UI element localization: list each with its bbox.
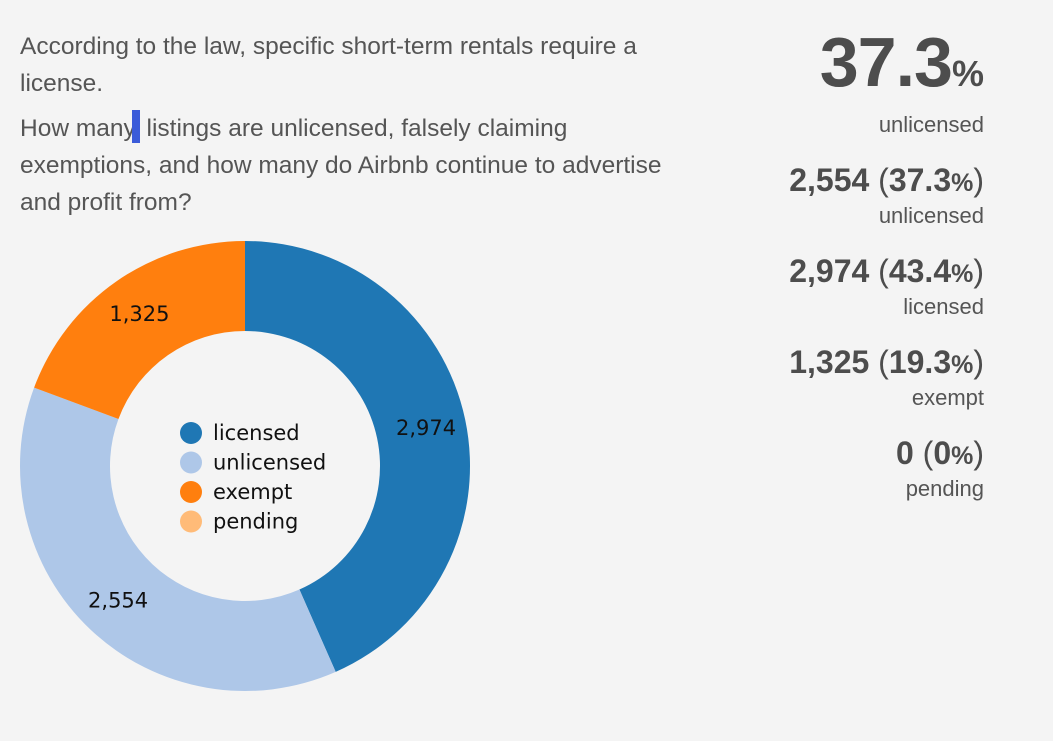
- stat-count: 1,325: [789, 344, 870, 380]
- legend-swatch-pending: [180, 510, 202, 533]
- legend-label-licensed: licensed: [213, 421, 300, 445]
- headline-value: 37.3%: [624, 24, 984, 112]
- donut-slice-unlicensed: [19, 387, 336, 691]
- stat-unit: %: [951, 260, 974, 288]
- headline-label: unlicensed: [878, 112, 984, 137]
- legend-swatch-licensed: [180, 422, 202, 444]
- slice-label-licensed: 2,974: [396, 416, 456, 440]
- stat-unlicensed: 2,554 (37.3%) unlicensed: [624, 160, 984, 229]
- stat-percent: 19.3: [888, 344, 952, 380]
- legend-label-unlicensed: unlicensed: [213, 451, 326, 475]
- donut-slice-exempt: [34, 241, 246, 419]
- headline-number: 37.3: [819, 23, 953, 101]
- stat-count: 0: [895, 435, 914, 471]
- slice-label-unlicensed: 2,554: [88, 589, 148, 613]
- stat-label: licensed: [903, 294, 984, 319]
- legend-swatch-exempt: [180, 481, 202, 503]
- donut-chart: 2,974 2,554 1,325 licensed unlicensed exempt p…: [19, 241, 471, 691]
- stat-unit: %: [951, 351, 974, 379]
- stat-percent: 37.3: [888, 162, 952, 198]
- slice-label-exempt: 1,325: [109, 302, 169, 326]
- question-start: How many: [20, 115, 136, 142]
- stat-count: 2,974: [789, 253, 870, 289]
- question-rest: listings are unlicensed, falsely claimin…: [20, 115, 662, 216]
- stat-label: exempt: [911, 385, 984, 410]
- stat-percent: 0: [933, 435, 952, 471]
- stat-unit: %: [951, 169, 974, 197]
- stat-percent: 43.4: [888, 253, 952, 289]
- legend-label-pending: pending: [213, 510, 298, 534]
- stat-pending: 0 (0%) pending: [624, 433, 984, 502]
- stat-unit: %: [951, 442, 974, 470]
- headline-stat: 37.3% unlicensed: [624, 24, 984, 138]
- stat-label: pending: [905, 476, 984, 501]
- text-cursor: [131, 110, 140, 143]
- donut-slice-licensed: [245, 241, 471, 672]
- stat-label: unlicensed: [878, 203, 984, 228]
- headline-unit: %: [951, 53, 984, 94]
- intro-text: According to the law, specific short-ter…: [20, 28, 680, 229]
- intro-question: How many listings are unlicensed, falsel…: [20, 110, 680, 221]
- intro-line-1: According to the law, specific short-ter…: [20, 33, 637, 97]
- stats-panel: 37.3% unlicensed 2,554 (37.3%) unlicense…: [624, 24, 984, 502]
- stat-exempt: 1,325 (19.3%) exempt: [624, 342, 984, 411]
- stat-count: 2,554: [789, 162, 870, 198]
- stat-licensed: 2,974 (43.4%) licensed: [624, 251, 984, 320]
- legend-label-exempt: exempt: [213, 480, 292, 504]
- legend-swatch-unlicensed: [180, 451, 202, 474]
